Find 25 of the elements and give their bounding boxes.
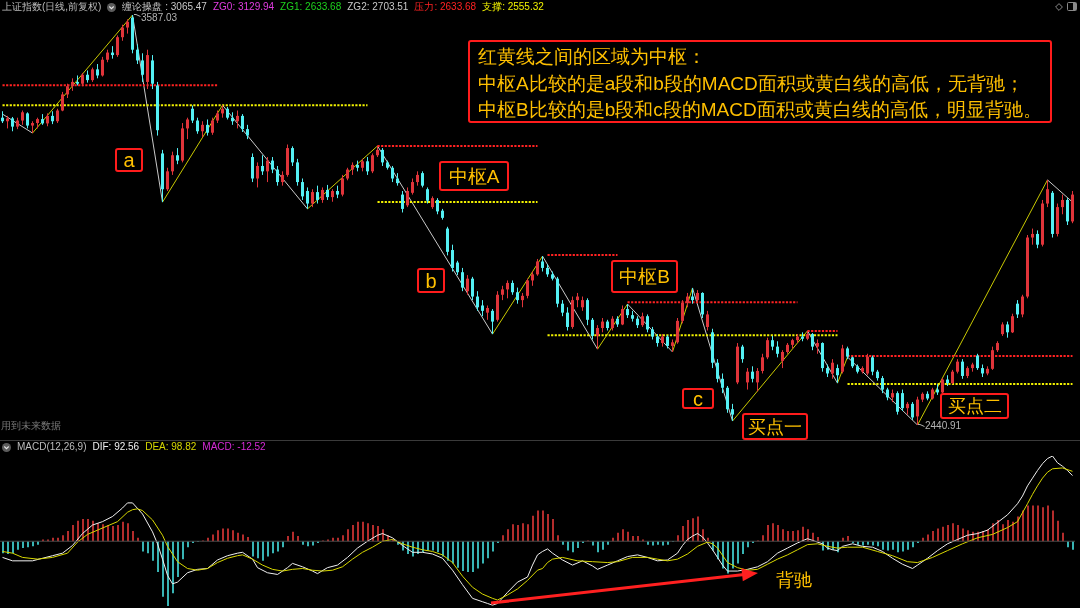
annotation: c [693, 387, 703, 410]
chart-title: 上证指数(日线,前复权) [2, 1, 102, 12]
annotation: 2440.91 [925, 420, 962, 431]
annotation: 中枢B比较的是b段和c段的MACD面积或黄白线的高低，明显背驰。 [478, 99, 1042, 120]
text: DIF: 92.56 [92, 441, 140, 452]
annotation: b [425, 269, 437, 292]
series-label: 缠论操盘 : 3065.47 [122, 1, 207, 12]
annotation: 3587.03 [141, 12, 178, 23]
annotation: 买点一 [748, 416, 802, 437]
annotation: 用到未来数据 [1, 420, 61, 431]
chart-title: MACD(12,26,9) [17, 441, 87, 452]
text: ZG0: 3129.94 [212, 1, 275, 12]
annotation: a [123, 149, 135, 171]
text: ZG2: 2703.51 [347, 1, 409, 12]
annotation: 红黄线之间的区域为中枢： [478, 46, 706, 67]
text: 支撑: 2555.32 [482, 1, 544, 12]
annotation: 中枢B [619, 266, 670, 287]
text: ZG1: 2633.68 [280, 1, 342, 12]
text: DEA: 98.82 [145, 441, 197, 452]
text: 压力: 2633.68 [414, 1, 477, 12]
annotation: 买点二 [947, 396, 1002, 416]
annotation: 中枢A比较的是a段和b段的MACD面积或黄白线的高低，无背驰； [478, 73, 1024, 94]
annotation: 背驰 [776, 570, 812, 590]
text: MACD: -12.52 [202, 441, 266, 452]
annotation: 中枢A [448, 165, 500, 187]
